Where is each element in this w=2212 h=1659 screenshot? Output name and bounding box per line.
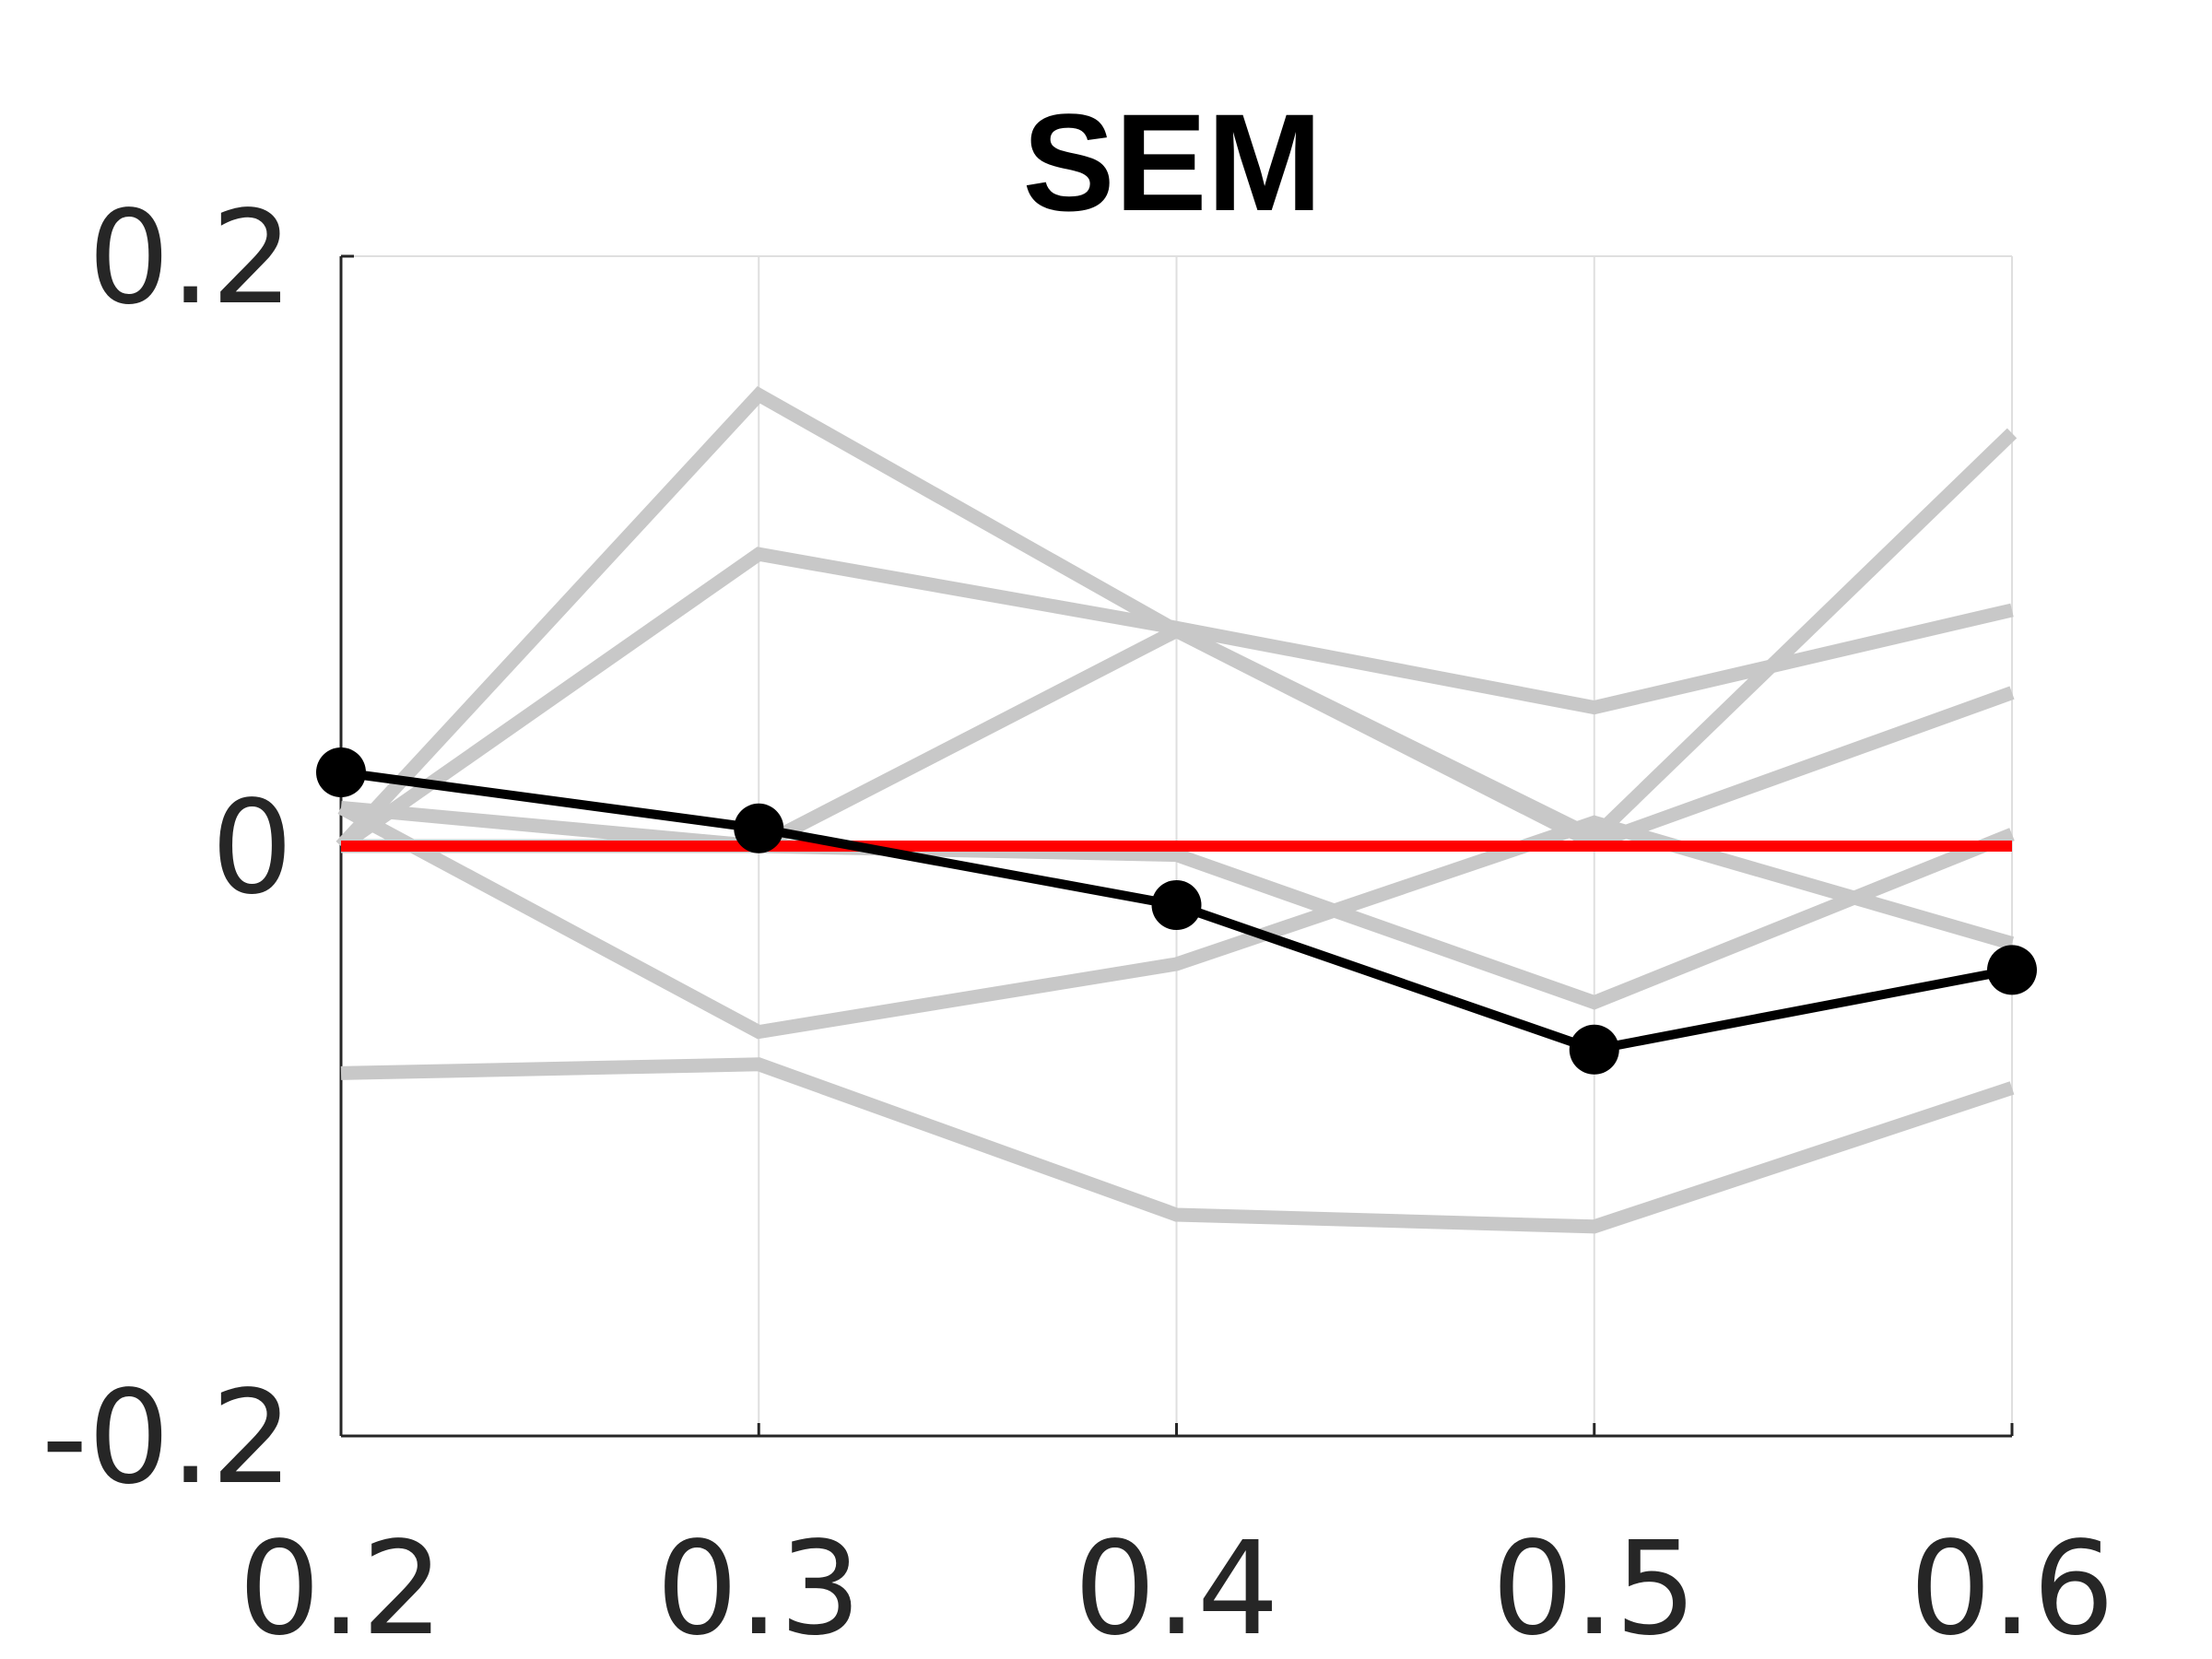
x-tick-label-3: 0.5 [1491,1514,1697,1659]
y-tick-label-1: 0 [211,773,293,924]
main-series-point-3 [1569,1024,1619,1075]
main-series [316,747,2037,1075]
main-series-point-4 [1987,945,2037,995]
y-tick-labels: -0.2 0 0.2 [41,183,293,1513]
x-tick-label-4: 0.6 [1910,1514,2115,1659]
chart-title: SEM [1022,85,1322,240]
background-series [335,385,2018,1234]
y-tick-label-0: -0.2 [41,1363,293,1513]
background-series-line-5 [340,1057,2015,1234]
y-tick-label-2: 0.2 [88,183,293,334]
background-series-line-4 [337,801,2015,1040]
x-tick-label-1: 0.3 [656,1514,862,1659]
main-series-point-1 [734,803,784,853]
x-tick-label-2: 0.4 [1074,1514,1279,1659]
main-series-point-2 [1151,880,1202,930]
main-series-point-0 [316,747,366,797]
x-tick-labels: 0.2 0.3 0.4 0.5 0.6 [239,1514,2115,1659]
x-tick-label-0: 0.2 [239,1514,444,1659]
background-series-line-1 [340,800,2015,1010]
